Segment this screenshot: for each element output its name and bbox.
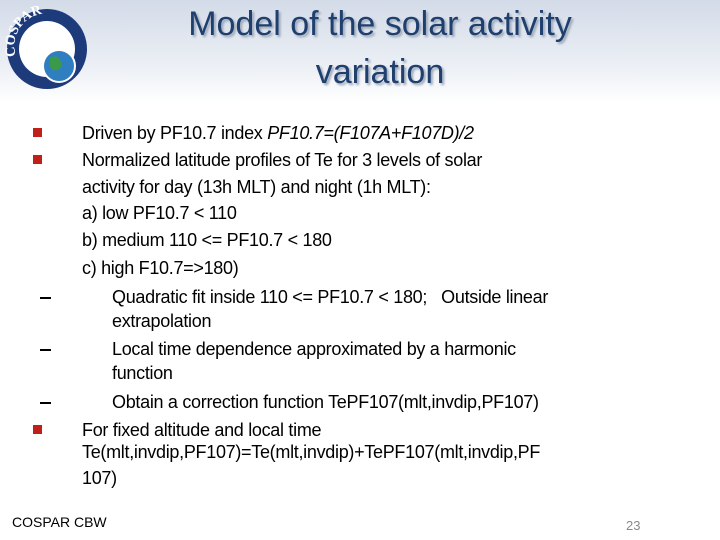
bullet	[33, 155, 42, 164]
sub-item: Local time dependence approximated by a …	[112, 339, 516, 359]
title: variation	[315, 53, 445, 91]
header-band	[0, 0, 720, 102]
bullet-text: c) high F10.7=>180)	[82, 258, 239, 278]
dash	[40, 349, 51, 351]
logo: COSPAR	[4, 6, 87, 89]
bullet	[33, 128, 42, 137]
bullet-text: activity for day (13h MLT) and night (1h…	[82, 177, 431, 197]
bullet	[33, 425, 42, 434]
dash	[40, 297, 51, 299]
bullet-text: Normalized latitude profiles of Te for 3…	[82, 150, 483, 170]
sub-item: extrapolation	[112, 311, 212, 331]
text: Driven by PF10.7 index	[82, 123, 268, 143]
sub-item: Quadratic fit inside 110 <= PF10.7 < 180…	[112, 287, 549, 307]
page-number: 23	[626, 518, 641, 533]
bullet-text: Driven by PF10.7 index PF10.7=(F107A+F10…	[82, 122, 474, 144]
bullet-text: b) medium 110 <= PF10.7 < 180	[82, 230, 332, 250]
sub-item: Obtain a correction function TePF107(mlt…	[112, 392, 539, 412]
formula: PF10.7=(F107A+F107D)/2	[267, 123, 474, 143]
bullet-text: For fixed altitude and local time	[82, 420, 322, 440]
bullet-text: 107)	[82, 468, 117, 488]
bullet-text: a) low PF10.7 < 110	[82, 203, 237, 223]
bullet-text: Te(mlt,invdip,PF107)=Te(mlt,invdip)+TePF…	[82, 442, 541, 462]
footer-text: COSPAR CBW	[12, 514, 107, 530]
sub-item: function	[112, 363, 173, 383]
dash	[40, 402, 51, 404]
title: Model of the solar activity	[188, 5, 572, 43]
